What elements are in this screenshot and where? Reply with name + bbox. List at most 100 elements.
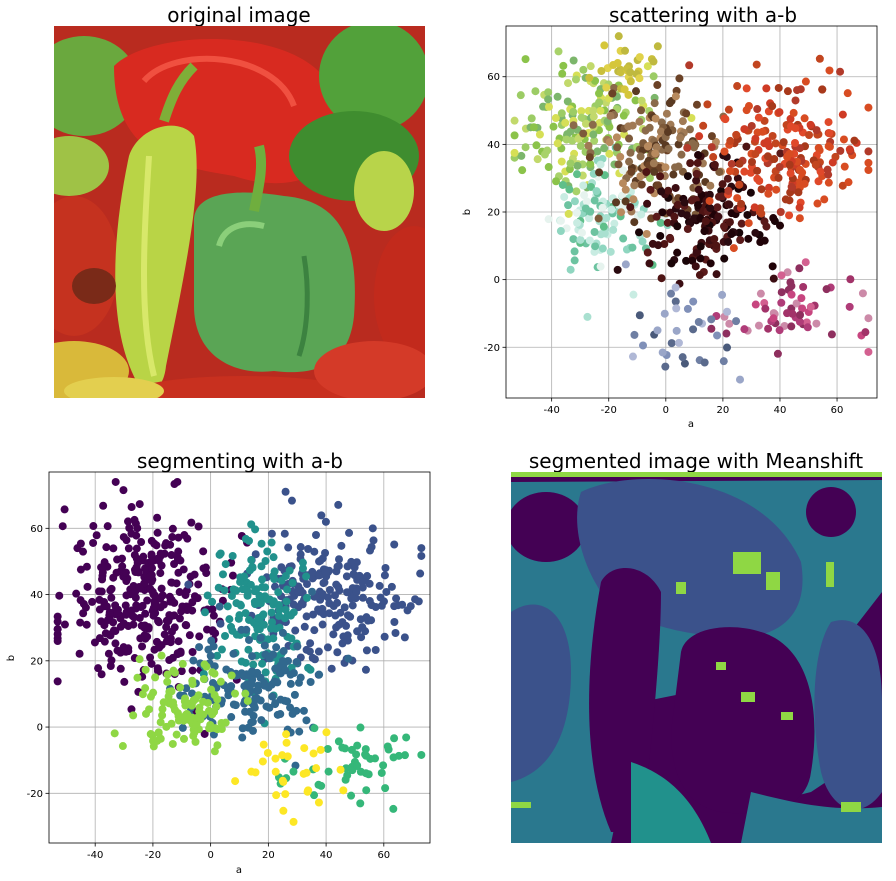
scatter-point (263, 595, 272, 604)
scatter-point (825, 129, 834, 138)
y-tick-label: 60 (30, 524, 43, 535)
scatter-point (113, 555, 122, 564)
scatter-point (188, 666, 197, 675)
scatter-point (785, 196, 794, 205)
scatter-point (304, 663, 313, 672)
x-tick-label: 20 (262, 850, 275, 861)
scatter-point (254, 686, 263, 695)
scatter-point (774, 173, 783, 182)
scatter-point (329, 630, 338, 639)
scatter-point (154, 728, 163, 737)
scatter-point (653, 326, 662, 335)
scatter-point (306, 677, 315, 686)
scatter-point (619, 234, 628, 243)
scatter-point (735, 180, 744, 189)
scatter-point (626, 77, 635, 86)
scatter-point (143, 596, 152, 605)
scatter-point (777, 298, 786, 307)
scatter-point (569, 56, 578, 65)
scatter-point (801, 77, 810, 86)
scatter-point (224, 691, 233, 700)
scatter-point (160, 630, 169, 639)
scatter-point (98, 575, 107, 584)
scatter-point (390, 540, 399, 549)
scatter-point (138, 642, 147, 651)
scatter-point (211, 629, 220, 638)
scatter-point (700, 358, 709, 367)
scatter-point (379, 761, 388, 770)
x-tick-label: 40 (774, 405, 787, 416)
x-tick-label: 40 (320, 850, 333, 861)
scatter-point (714, 192, 723, 201)
scatter-point (163, 670, 172, 679)
scatter-point (341, 775, 350, 784)
scatter-point (280, 529, 289, 538)
scatter-point (269, 634, 278, 643)
scatter-point (516, 91, 525, 100)
scatter-point (376, 593, 385, 602)
scatter-point (248, 562, 257, 571)
x-tick-label: -40 (543, 405, 559, 416)
scatter-point (579, 65, 588, 74)
scatter-point (228, 551, 237, 560)
scatter-point (199, 675, 208, 684)
scatter-point (104, 649, 113, 658)
scatter-point (769, 274, 778, 283)
scatter-point (608, 89, 617, 98)
scatter-point (828, 158, 837, 167)
segment-ab-ticks: -40 -20 0 20 40 60 -20 0 20 40 60 (27, 524, 391, 861)
scatter-point (333, 562, 342, 571)
scatter-point (686, 159, 695, 168)
scatter-point (263, 547, 272, 556)
scatter-point (667, 259, 676, 268)
scatter-point (127, 606, 136, 615)
scatter-point (543, 146, 552, 155)
scatter-point (208, 597, 217, 606)
scatter-point (744, 234, 753, 243)
scatter-point (383, 742, 392, 751)
scatter-point (786, 278, 795, 287)
scatter-point (740, 125, 749, 134)
scatter-point (302, 716, 311, 725)
scatter-point (621, 197, 630, 206)
scatter-point (613, 265, 622, 274)
scatter-point (156, 718, 165, 727)
scatter-point (701, 217, 710, 226)
scatter-point (605, 138, 614, 147)
scatter-point (744, 219, 753, 228)
scatter-point (776, 207, 785, 216)
scatter-point (573, 161, 582, 170)
scatter-point (119, 486, 128, 495)
scatter-point (282, 730, 291, 739)
scatter-point (200, 608, 209, 617)
scatter-point (824, 178, 833, 187)
scatter-point (740, 167, 749, 176)
scatter-point (690, 214, 699, 223)
scatter-point (320, 578, 329, 587)
scatter-point (706, 181, 715, 190)
scatter-point (597, 66, 606, 75)
scatter-point (612, 198, 621, 207)
scatter-point (284, 543, 293, 552)
scatter-point (814, 143, 823, 152)
scatter-point (124, 517, 133, 526)
scatter-point (371, 646, 380, 655)
scatter-point (169, 666, 178, 675)
scatter-point (662, 109, 671, 118)
scatter-point (850, 136, 859, 145)
scatter-point (347, 791, 356, 800)
scatter-point (103, 616, 112, 625)
scatter-point (544, 163, 553, 172)
scatter-point (669, 170, 678, 179)
original-image-title: original image (167, 3, 310, 27)
scatter-point (671, 297, 680, 306)
scatter-point (321, 568, 330, 577)
scatter-point (251, 694, 260, 703)
scatter-point (696, 254, 705, 263)
scatter-point (663, 218, 672, 227)
scatter-point (334, 500, 343, 509)
scatter-point (387, 582, 396, 591)
scatter-point (845, 145, 854, 154)
scatter-point (377, 768, 386, 777)
scatter-point (754, 321, 763, 330)
